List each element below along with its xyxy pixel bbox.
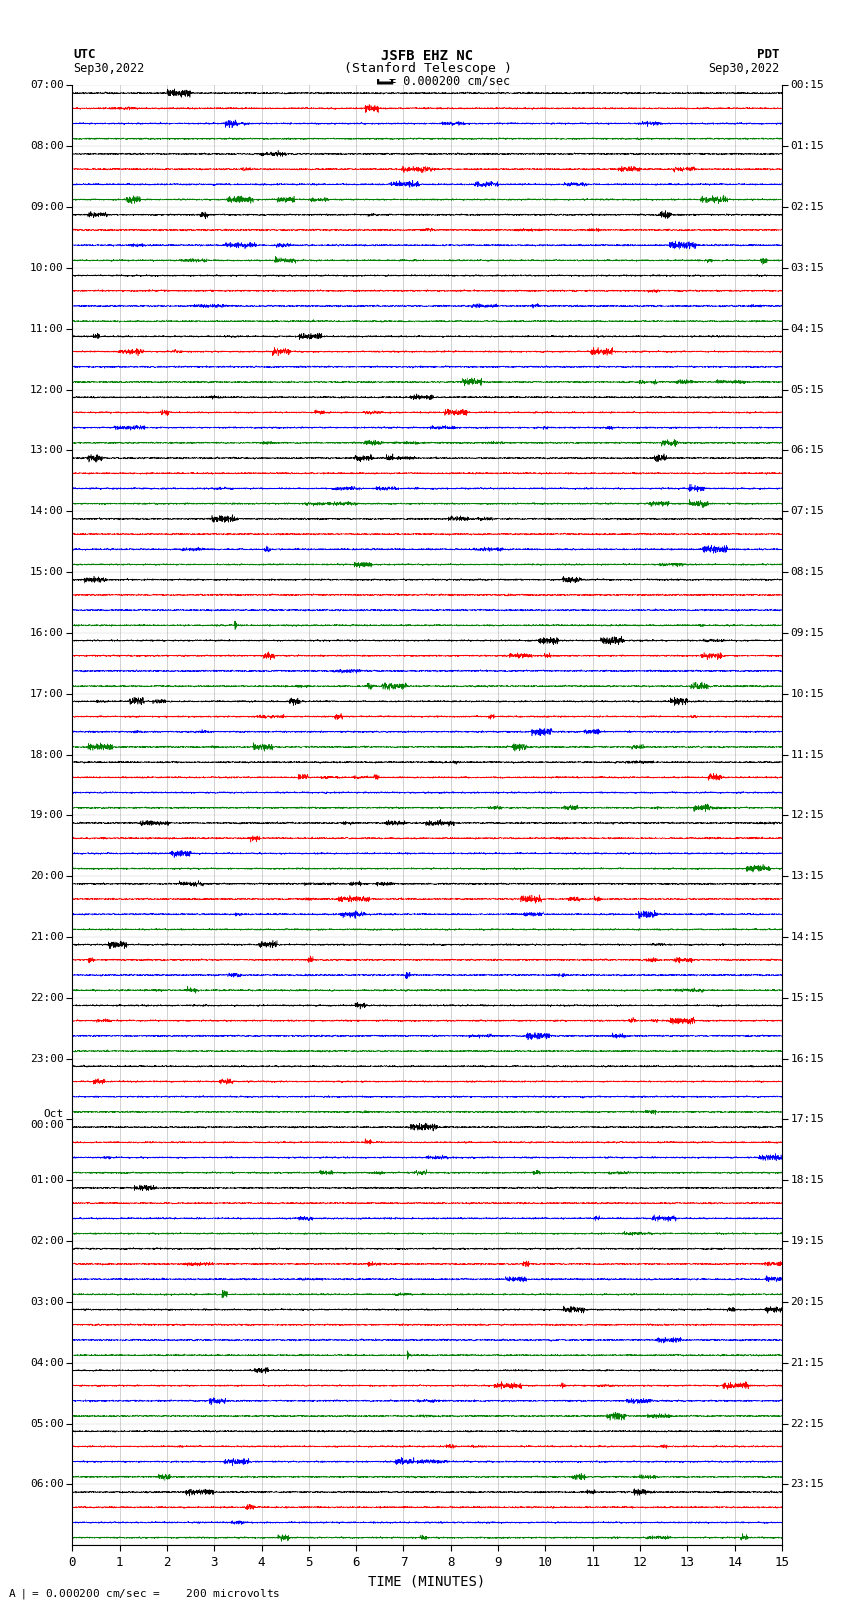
Text: Sep30,2022: Sep30,2022 [708, 61, 779, 76]
Text: $\mathsf{\mathbf{[}}$: $\mathsf{\mathbf{[}}$ [377, 77, 396, 85]
Text: UTC: UTC [73, 48, 95, 61]
Text: JSFB EHZ NC: JSFB EHZ NC [382, 48, 473, 63]
Text: Sep30,2022: Sep30,2022 [73, 61, 144, 76]
Text: (Stanford Telescope ): (Stanford Telescope ) [343, 61, 512, 76]
Text: A $\mathsf{|}$ = 0.000200 cm/sec =    200 microvolts: A $\mathsf{|}$ = 0.000200 cm/sec = 200 m… [8, 1587, 281, 1600]
Text: PDT: PDT [757, 48, 779, 61]
X-axis label: TIME (MINUTES): TIME (MINUTES) [369, 1574, 485, 1589]
Text: = 0.000200 cm/sec: = 0.000200 cm/sec [389, 74, 510, 89]
